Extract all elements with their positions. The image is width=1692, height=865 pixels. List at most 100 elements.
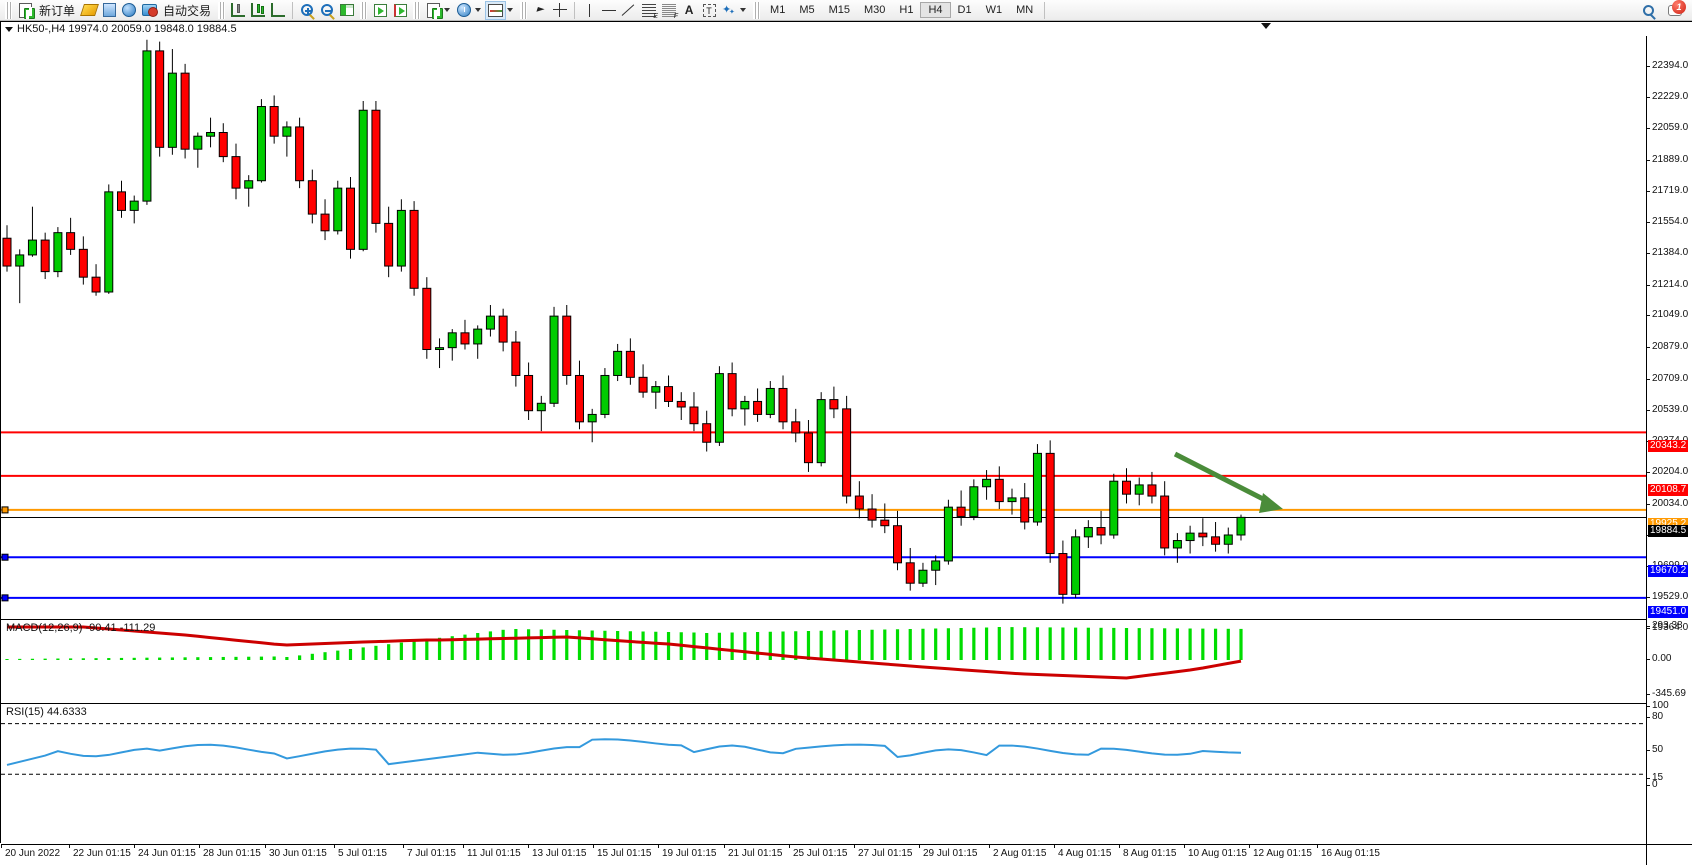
fibonacci-icon[interactable]: E <box>639 1 659 20</box>
auto-trading-button[interactable]: 自动交易 <box>163 3 212 18</box>
bearish-trend-arrow[interactable] <box>1173 451 1283 513</box>
timeframe-d1[interactable]: D1 <box>957 4 972 16</box>
search-icon[interactable] <box>1638 1 1658 20</box>
macd-histogram-bar <box>641 631 645 660</box>
candle <box>1007 488 1017 515</box>
blue-document-icon[interactable] <box>99 1 119 20</box>
grid-icon[interactable] <box>337 1 357 20</box>
price-label-20343.2[interactable]: 20343.2 <box>1648 440 1689 453</box>
candle <box>1223 527 1233 554</box>
gold-bar-icon[interactable] <box>79 1 99 20</box>
chart-shift-icon[interactable] <box>390 1 410 20</box>
toolbar-grip-3[interactable] <box>360 1 368 19</box>
zoom-in-icon[interactable] <box>297 1 317 20</box>
toolbar-separator-2 <box>574 1 576 19</box>
templates-icon[interactable] <box>485 0 507 20</box>
macd-histogram-bar <box>1124 628 1129 660</box>
symbol-info-bar: HK50-,H4 19974.0 20059.0 19848.0 19884.5 <box>1 22 237 36</box>
macd-histogram-bar <box>1035 627 1040 660</box>
macd-histogram-bar <box>1163 628 1167 660</box>
price-label-20108.7[interactable]: 20108.7 <box>1648 483 1689 496</box>
candlestick-chart-icon[interactable] <box>248 1 268 20</box>
macd-histogram-bar <box>1061 627 1065 660</box>
price-label-19451.0[interactable]: 19451.0 <box>1648 605 1689 618</box>
macd-histogram-bar <box>56 658 60 660</box>
indicators-dropdown[interactable] <box>423 1 454 20</box>
horizontal-line-icon[interactable] <box>599 1 619 20</box>
timeframe-m15[interactable]: M15 <box>828 4 850 16</box>
indicators-icon[interactable] <box>423 1 443 20</box>
timeframe-h1[interactable]: H1 <box>899 4 914 16</box>
time-tick-label: 5 Jul 01:15 <box>338 848 387 859</box>
timeframe-m1[interactable]: M1 <box>770 4 786 16</box>
timeframe-h4[interactable]: H4 <box>920 2 951 18</box>
cursor-icon[interactable] <box>530 1 550 20</box>
rsi-line <box>6 738 1242 766</box>
auto-trading-icon[interactable] <box>139 1 159 20</box>
globe-icon[interactable] <box>119 1 139 20</box>
chevron-down-icon[interactable] <box>444 8 451 12</box>
time-tick-label: 19 Jul 01:15 <box>662 848 717 859</box>
timeframe-w1[interactable]: W1 <box>985 4 1003 16</box>
candle <box>116 180 126 218</box>
line-chart-icon[interactable] <box>268 1 288 20</box>
macd-plot <box>5 625 1243 680</box>
toolbar-grip-4[interactable] <box>413 1 421 19</box>
timeframe-mn[interactable]: MN <box>1016 4 1034 16</box>
time-tick-label: 8 Aug 01:15 <box>1123 848 1177 859</box>
rsi-pane[interactable]: RSI(15) 44.6333 <box>1 703 1646 783</box>
chevron-down-icon-4[interactable] <box>740 8 747 12</box>
objects-dropdown[interactable] <box>719 1 750 20</box>
clock-icon[interactable] <box>454 1 474 20</box>
candle <box>282 121 292 157</box>
toolbar-grip-2[interactable] <box>218 1 226 19</box>
trendline-icon[interactable] <box>619 1 639 20</box>
auto-scroll-icon[interactable] <box>370 1 390 20</box>
candle <box>435 338 445 369</box>
candle <box>702 410 712 452</box>
macd-histogram-bar <box>984 627 989 660</box>
time-tick-label: 2 Aug 01:15 <box>993 848 1047 859</box>
objects-icon[interactable] <box>719 1 739 20</box>
bar-chart-icon[interactable] <box>228 1 248 20</box>
candle <box>638 364 648 398</box>
zoom-out-icon[interactable] <box>317 1 337 20</box>
text-icon[interactable]: A <box>684 3 694 17</box>
chart-window[interactable]: HK50-,H4 19974.0 20059.0 19848.0 19884.5… <box>0 21 1692 865</box>
candle <box>562 304 572 385</box>
new-order-icon[interactable] <box>15 1 35 20</box>
price-label-19670.2[interactable]: 19670.2 <box>1648 565 1689 578</box>
new-order-button[interactable]: 新订单 <box>39 3 76 18</box>
macd-histogram-bar <box>768 631 772 660</box>
periodicity-dropdown[interactable] <box>454 1 485 20</box>
candle <box>511 330 521 387</box>
macd-histogram-bar <box>501 629 505 660</box>
notification-icon[interactable]: 1 <box>1666 0 1686 20</box>
level-handle-target-2[interactable] <box>1 594 9 602</box>
collapse-triangle-icon[interactable] <box>5 26 13 32</box>
chevron-down-icon-2[interactable] <box>475 8 482 12</box>
timeframe-m5[interactable]: M5 <box>799 4 815 16</box>
price-label-19884.5[interactable]: 19884.5 <box>1648 525 1689 538</box>
price-scale[interactable]: 22394.0 22229.0 22059.0 21889.0 21719.0 21554… <box>1646 36 1692 844</box>
level-handle-entry-level[interactable] <box>1 506 9 514</box>
toolbar-grip-5[interactable] <box>520 1 528 19</box>
toolbar-grip[interactable] <box>5 1 12 19</box>
chevron-down-icon-3[interactable] <box>507 8 514 12</box>
candle <box>1211 522 1221 552</box>
timeframe-m30[interactable]: M30 <box>864 4 886 16</box>
fibonacci-fan-icon[interactable]: F <box>659 1 679 20</box>
level-handle-target-1[interactable] <box>1 553 9 561</box>
time-tick-mark <box>69 845 70 848</box>
text-label-icon[interactable]: T <box>699 1 719 20</box>
price-pane[interactable] <box>1 36 1646 619</box>
macd-pane[interactable]: MACD(12,26,9) -90.41 -111.29 <box>1 619 1646 702</box>
time-tick-mark <box>403 845 404 848</box>
crosshair-icon[interactable] <box>550 1 570 20</box>
templates-dropdown[interactable] <box>485 0 517 20</box>
vertical-line-icon[interactable] <box>579 1 599 20</box>
toolbar-grip-6[interactable] <box>753 1 761 19</box>
macd-histogram-bar <box>1074 627 1078 660</box>
time-scale[interactable]: 20 Jun 2022 22 Jun 01:15 24 Jun 01:15 28 Ju… <box>1 844 1646 865</box>
macd-histogram-bar <box>425 639 429 660</box>
